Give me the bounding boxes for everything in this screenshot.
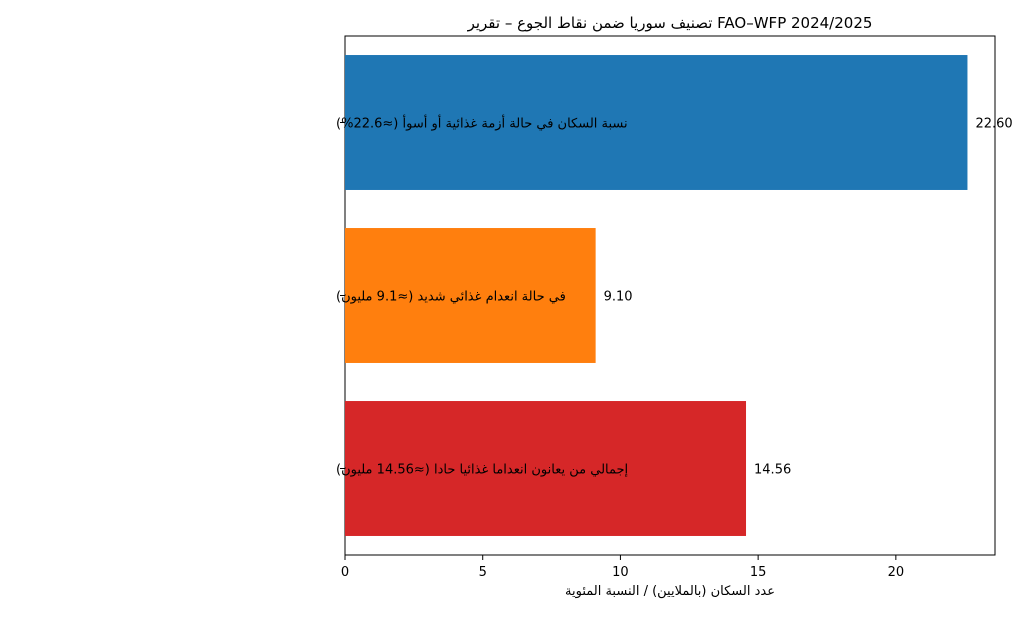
x-tick-label-3: 15	[750, 565, 767, 580]
x-tick-label-1: 5	[479, 565, 487, 580]
bar-2	[345, 401, 747, 536]
x-axis-label: عدد السكان (بالملايين) / النسبة المئوية	[565, 584, 775, 599]
chart-title: تصنيف سوريا ضمن نقاط الجوع – تقرير FAO–W…	[467, 14, 873, 32]
value-label-1: 9.10	[604, 290, 633, 305]
value-labels-group: 22.60 9.10 14.56	[604, 117, 1013, 478]
x-tick-label-4: 20	[888, 565, 905, 580]
x-tick-label-2: 10	[612, 565, 629, 580]
y-tick-label-2: إجمالي من يعانون انعداما غذائيا حادا (≈1…	[336, 463, 628, 478]
value-label-2: 14.56	[754, 463, 791, 478]
x-axis: 0 5 10 15 20	[341, 555, 904, 580]
value-label-0: 22.60	[975, 117, 1012, 132]
y-axis: نسبة السكان في حالة أزمة غذائية أو أسوأ …	[336, 115, 628, 478]
bar-0	[345, 55, 968, 190]
x-tick-label-0: 0	[341, 565, 349, 580]
bar-1	[345, 228, 596, 363]
y-tick-label-1: في حالة انعدام غذائي شديد (≈9.1 مليون)	[336, 290, 566, 305]
bars-group	[345, 55, 968, 536]
y-tick-label-0: نسبة السكان في حالة أزمة غذائية أو أسوأ …	[336, 115, 628, 132]
